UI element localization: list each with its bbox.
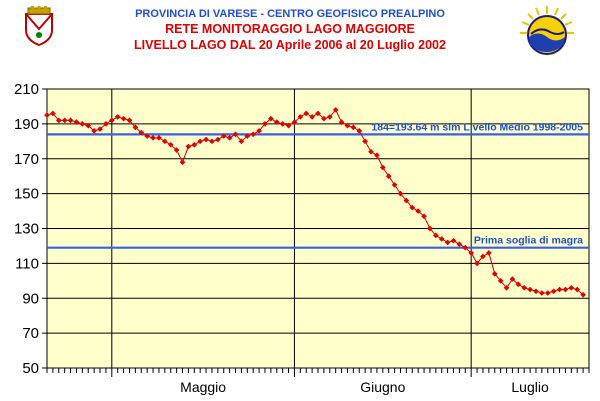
data-point bbox=[444, 239, 451, 246]
data-point bbox=[521, 284, 528, 291]
y-tick-label: 110 bbox=[15, 255, 39, 272]
data-point bbox=[533, 288, 539, 295]
header: PROVINCIA DI VARESE - CENTRO GEOFISICO P… bbox=[0, 0, 600, 80]
data-point bbox=[421, 213, 427, 220]
data-point bbox=[468, 250, 475, 256]
data-point bbox=[185, 143, 192, 150]
data-point bbox=[108, 117, 115, 124]
data-point bbox=[55, 117, 62, 124]
y-tick-label: 210 bbox=[14, 81, 39, 98]
data-point bbox=[379, 164, 386, 171]
y-tick-label: 190 bbox=[14, 116, 39, 133]
data-point bbox=[509, 276, 516, 282]
data-point bbox=[374, 152, 380, 159]
data-point bbox=[527, 286, 533, 293]
data-point bbox=[432, 232, 439, 239]
data-point bbox=[503, 284, 510, 291]
data-point bbox=[556, 286, 563, 293]
data-point bbox=[456, 241, 463, 248]
data-point bbox=[203, 136, 209, 143]
reference-line-label: Prima soglia di magra bbox=[474, 235, 583, 247]
data-point bbox=[438, 236, 445, 242]
data-point bbox=[550, 288, 557, 295]
data-point bbox=[215, 136, 221, 143]
data-point bbox=[574, 286, 581, 293]
header-line-3: LIVELLO LAGO DAL 20 Aprile 2006 al 20 Lu… bbox=[134, 38, 446, 52]
data-point bbox=[474, 260, 480, 267]
data-point bbox=[61, 117, 68, 124]
data-point bbox=[462, 244, 469, 251]
data-point bbox=[332, 107, 339, 113]
data-point bbox=[415, 208, 421, 214]
y-tick-label: 130 bbox=[14, 221, 39, 238]
province-coat-of-arms-icon bbox=[22, 6, 56, 47]
y-tick-label: 170 bbox=[14, 151, 39, 168]
y-tick-label: 90 bbox=[22, 290, 39, 307]
y-tick-label: 150 bbox=[14, 186, 39, 203]
data-point bbox=[356, 128, 363, 134]
data-point bbox=[91, 128, 97, 134]
data-point bbox=[391, 182, 398, 188]
data-point bbox=[409, 204, 416, 211]
lake-level-chart: 50 70 90 110 130 150 170 190 210 Maggio Giugno Lugl… bbox=[14, 81, 590, 395]
data-point bbox=[250, 131, 257, 138]
y-tick-label: 70 bbox=[22, 325, 39, 342]
data-point bbox=[173, 147, 180, 153]
data-point bbox=[191, 141, 198, 148]
data-point bbox=[268, 115, 274, 122]
data-point bbox=[480, 253, 486, 260]
data-point bbox=[179, 159, 186, 166]
data-point bbox=[397, 190, 404, 197]
data-point bbox=[497, 277, 504, 284]
month-label: Luglio bbox=[511, 379, 549, 395]
header-line-1: PROVINCIA DI VARESE - CENTRO GEOFISICO P… bbox=[135, 8, 445, 20]
month-label: Maggio bbox=[180, 379, 226, 395]
data-point bbox=[403, 197, 410, 204]
data-point bbox=[491, 271, 498, 277]
y-tick-label: 50 bbox=[22, 360, 39, 377]
data-point bbox=[321, 115, 327, 122]
data-point bbox=[232, 131, 239, 138]
month-label: Giugno bbox=[360, 379, 405, 395]
data-point bbox=[427, 225, 433, 232]
data-point bbox=[450, 237, 457, 244]
data-point bbox=[67, 117, 74, 124]
header-line-2: RETE MONITORAGGIO LAGO MAGGIORE bbox=[165, 22, 415, 36]
data-point bbox=[562, 286, 569, 293]
data-point bbox=[568, 284, 575, 291]
data-point bbox=[256, 128, 262, 134]
data-point bbox=[515, 281, 522, 288]
data-point bbox=[580, 291, 586, 298]
geophysical-center-logo-icon bbox=[518, 4, 576, 62]
data-point bbox=[120, 115, 127, 122]
data-point bbox=[486, 250, 492, 256]
data-point bbox=[385, 173, 392, 180]
data-point bbox=[97, 126, 103, 132]
reference-line-label: 184=193.64 m slm Livello Medio 1998-2005 bbox=[371, 121, 583, 133]
data-point bbox=[167, 141, 174, 148]
data-point bbox=[544, 290, 551, 296]
data-point bbox=[368, 148, 374, 155]
data-point bbox=[539, 290, 545, 296]
